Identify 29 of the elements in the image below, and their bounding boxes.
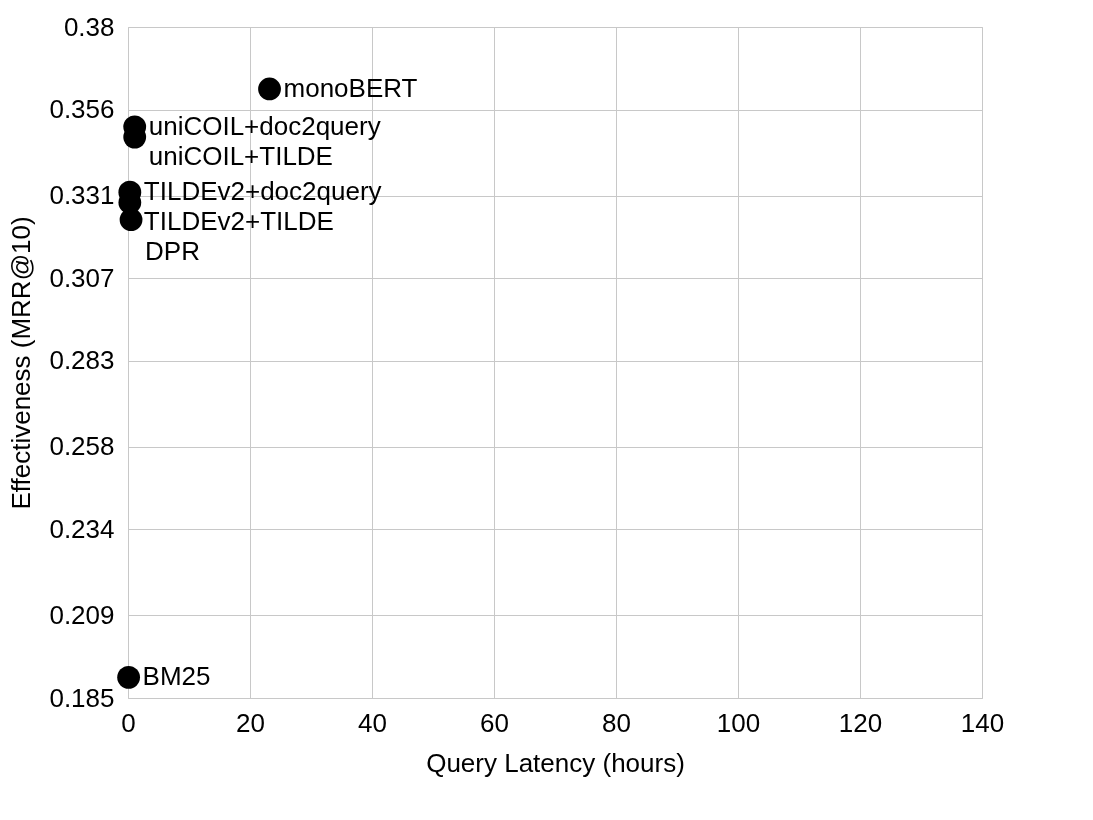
series-label: TILDEv2+doc2query xyxy=(143,176,382,207)
y-axis-title: Effectiveness (MRR@10) xyxy=(6,216,37,510)
y-tick-label: 0.38 xyxy=(63,11,115,42)
y-tick-label: 0.283 xyxy=(49,345,115,376)
series-label: uniCOIL+TILDE xyxy=(148,140,333,171)
x-tick-label: 120 xyxy=(838,707,883,738)
y-tick-label: 0.258 xyxy=(49,431,115,462)
series-label: BM25 xyxy=(142,661,211,692)
x-axis-title: Query Latency (hours) xyxy=(426,747,685,778)
y-tick-label: 0.209 xyxy=(49,599,115,630)
series-label: monoBERT xyxy=(283,72,418,103)
y-tick-label: 0.356 xyxy=(49,94,115,125)
x-tick-label: 140 xyxy=(960,707,1005,738)
x-tick-label: 0 xyxy=(121,707,136,738)
series-label: DPR xyxy=(145,236,200,267)
y-tick-label: 0.234 xyxy=(49,513,115,544)
series-label: uniCOIL+doc2query xyxy=(148,110,381,141)
x-tick-label: 20 xyxy=(236,707,265,738)
x-tick-label: 60 xyxy=(480,707,509,738)
point xyxy=(258,77,281,101)
y-tick-label: 0.185 xyxy=(49,682,115,713)
y-tick-label: 0.331 xyxy=(49,180,115,211)
x-tick-label: 40 xyxy=(358,707,387,738)
y-tick-label: 0.307 xyxy=(49,262,115,293)
x-tick-label: 80 xyxy=(602,707,631,738)
point xyxy=(119,208,143,232)
x-tick-label: 100 xyxy=(716,707,761,738)
point xyxy=(117,665,141,689)
series-label: TILDEv2+TILDE xyxy=(143,206,334,237)
